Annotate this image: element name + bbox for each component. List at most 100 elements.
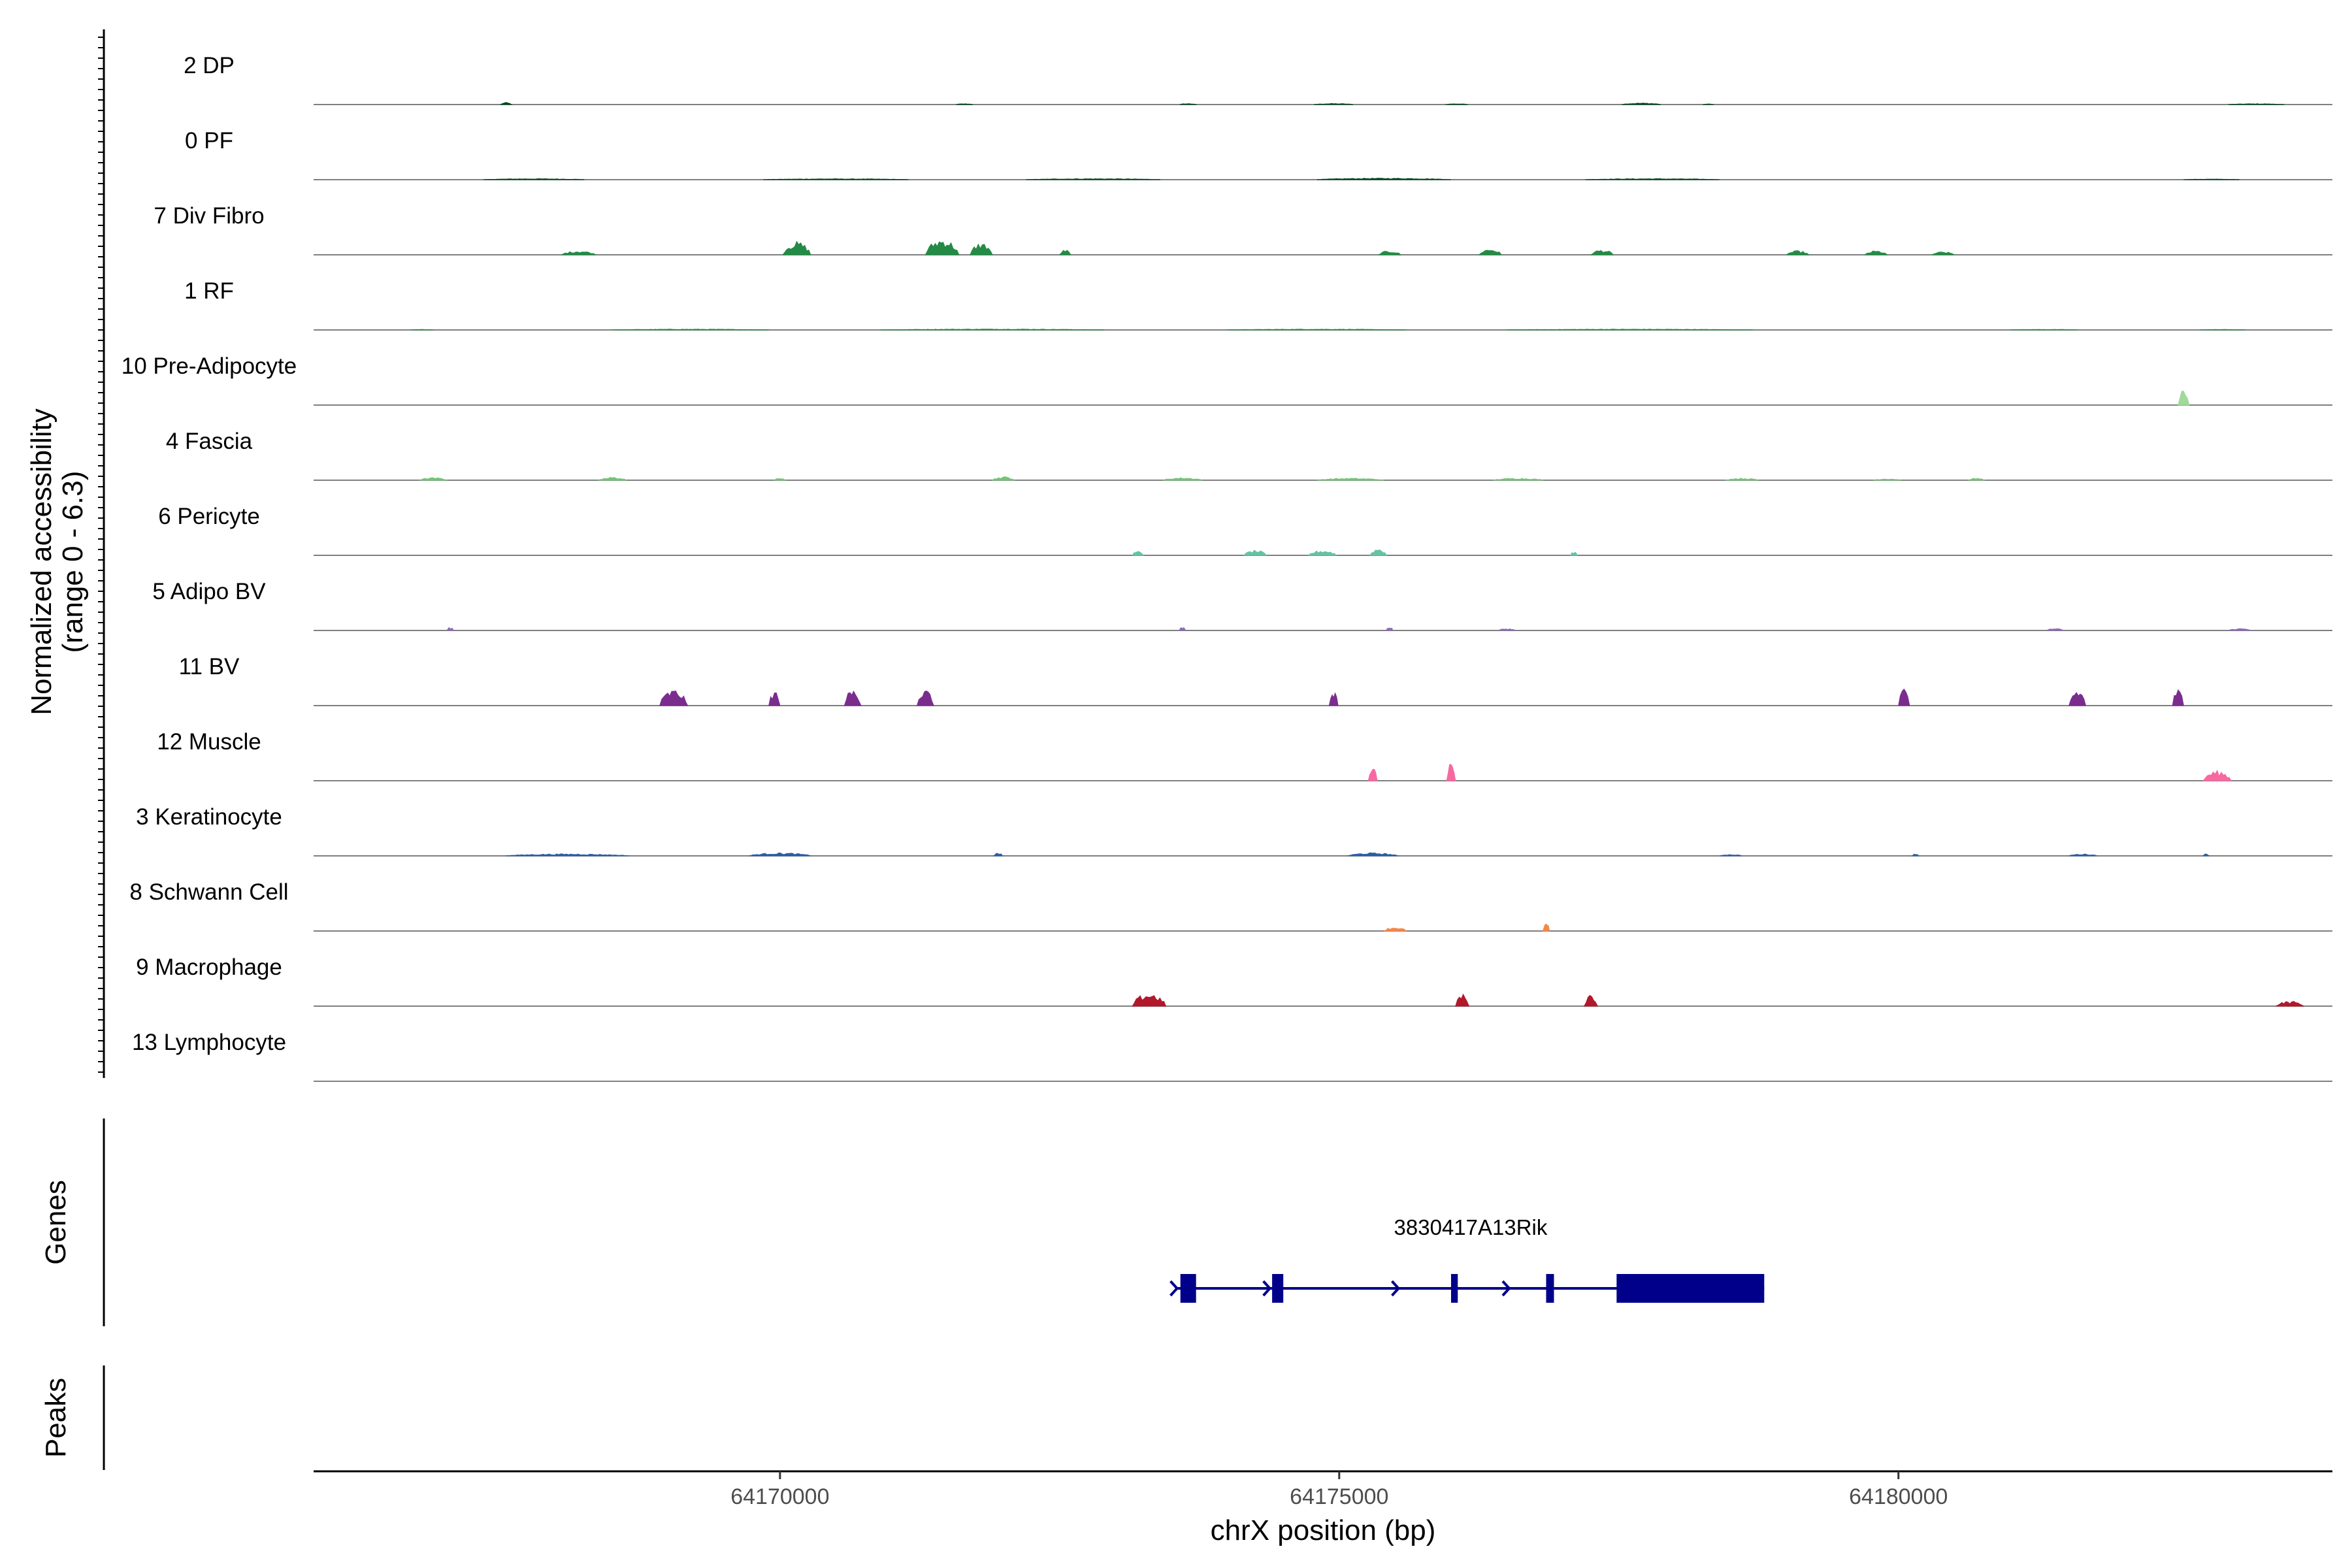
coverage-peak <box>419 477 448 481</box>
track-label: 2 DP <box>184 53 235 78</box>
track-label: 7 Div Fibro <box>154 203 264 229</box>
track-10-pre-adipocyte: 10 Pre-Adipocyte <box>122 353 2332 406</box>
track-label: 10 Pre-Adipocyte <box>122 353 297 379</box>
coverage-peak <box>1863 250 1889 255</box>
coverage-peak <box>768 692 781 706</box>
coverage-peak <box>1243 549 1267 556</box>
y-axis-range: (range 0 - 6.3) <box>57 471 89 653</box>
coverage-peak <box>500 102 513 105</box>
coverage-peak <box>880 329 1105 331</box>
coverage-peak <box>1873 478 1902 481</box>
coverage-peak <box>1314 103 1354 105</box>
track-label: 11 BV <box>179 654 240 679</box>
track-label: 5 Adipo BV <box>152 579 266 604</box>
coverage-peak <box>1163 477 1203 481</box>
coverage-peak <box>2202 853 2210 857</box>
coverage-peak <box>1570 551 1578 556</box>
gene-exon <box>1451 1274 1458 1303</box>
x-tick-label: 64175000 <box>1290 1484 1388 1509</box>
strand-arrow-icon <box>1262 1280 1272 1297</box>
track-label: 12 Muscle <box>157 729 261 755</box>
track-label: 1 RF <box>184 278 234 304</box>
track-label: 8 Schwann Cell <box>129 879 288 905</box>
track-6-pericyte: 6 Pericyte <box>158 504 2332 556</box>
gene-exon <box>1180 1274 1196 1303</box>
coverage-peak <box>1367 768 1378 781</box>
coverage-peak <box>1622 103 1661 105</box>
peaks-track-title: Peaks <box>40 1378 72 1458</box>
track-label: 6 Pericyte <box>158 504 260 529</box>
coverage-peak <box>1898 688 1910 706</box>
genes-track-title: Genes <box>40 1180 72 1265</box>
strand-arrow-icon <box>1169 1280 1179 1297</box>
coverage-peak <box>1910 853 1919 857</box>
coverage-peak <box>2200 329 2246 331</box>
track-0-pf: 0 PF <box>185 128 2332 180</box>
coverage-peak <box>446 627 454 631</box>
gene-exon <box>1272 1274 1284 1303</box>
track-1-rf: 1 RF <box>184 278 2332 331</box>
y-axis-title: Normalized accessibility <box>25 408 57 715</box>
coverage-peak <box>1968 478 1985 481</box>
coverage-peak <box>2202 770 2232 781</box>
coverage-peak <box>773 478 787 481</box>
coverage-peak <box>410 329 434 331</box>
coverage-peak <box>1498 628 1516 631</box>
coverage-peak <box>782 240 811 255</box>
coverage-peak <box>2046 628 2064 631</box>
coverage-peak <box>1347 852 1398 857</box>
coverage-peak <box>1384 928 1407 932</box>
coverage-peak <box>956 103 973 105</box>
coverage-peak <box>1227 329 1407 331</box>
coverage-peak <box>1725 478 1759 481</box>
coverage-peak <box>1931 252 1955 255</box>
coverage-peak <box>1455 993 1470 1007</box>
track-label: 3 Keratinocyte <box>136 804 282 830</box>
coverage-peak <box>992 853 1004 857</box>
coverage-peak <box>1493 478 1544 481</box>
coverage-peak <box>916 690 935 706</box>
strand-arrow-icon <box>1391 1280 1401 1297</box>
coverage-peak <box>763 178 909 180</box>
coverage-peak <box>1378 251 1402 255</box>
y-axis-minor-ticks <box>98 37 104 1073</box>
x-axis-title: chrX position (bp) <box>1211 1514 1436 1546</box>
coverage-peak <box>1583 994 1599 1007</box>
coverage-peak <box>970 243 993 255</box>
coverage-peak <box>1445 103 1468 105</box>
coverage-peak <box>1786 250 1810 255</box>
coverage-peak <box>2276 1001 2304 1007</box>
track-4-fascia: 4 Fascia <box>166 429 2332 481</box>
coverage-peak <box>1026 178 1160 180</box>
coverage-peak <box>612 329 769 331</box>
coverage-peak <box>749 852 811 857</box>
track-9-macrophage: 9 Macrophage <box>136 955 2332 1007</box>
track-8-schwann-cell: 8 Schwann Cell <box>129 879 2332 932</box>
coverage-peak <box>1585 178 1720 180</box>
coverage-peak <box>1316 178 1452 180</box>
coverage-peak <box>1719 854 1742 857</box>
gene-annotation: 3830417A13Rik <box>1169 1215 1765 1303</box>
coverage-peak <box>2228 628 2251 631</box>
strand-arrow-icon <box>1501 1280 1511 1297</box>
track-label: 4 Fascia <box>166 429 253 454</box>
coverage-peak <box>1385 627 1394 631</box>
coverage-peak <box>2068 853 2097 857</box>
gene-exon <box>1616 1274 1765 1303</box>
coverage-peak <box>1316 478 1384 481</box>
coverage-peak <box>843 691 862 706</box>
coverage-peak <box>1446 764 1456 781</box>
gene-name-label: 3830417A13Rik <box>1394 1215 1548 1239</box>
track-label: 13 Lymphocyte <box>132 1030 286 1055</box>
coverage-peak <box>1507 329 1754 331</box>
coverage-peak <box>2178 391 2190 406</box>
coverage-peak <box>561 251 596 255</box>
coverage-peak <box>1307 550 1337 556</box>
coverage-peak <box>2068 692 2087 706</box>
coverage-peak <box>2183 178 2240 180</box>
coverage-peak <box>1478 250 1502 255</box>
coverage-peak <box>2228 103 2285 105</box>
track-label: 9 Macrophage <box>136 955 282 980</box>
coverage-peak <box>1179 627 1187 631</box>
